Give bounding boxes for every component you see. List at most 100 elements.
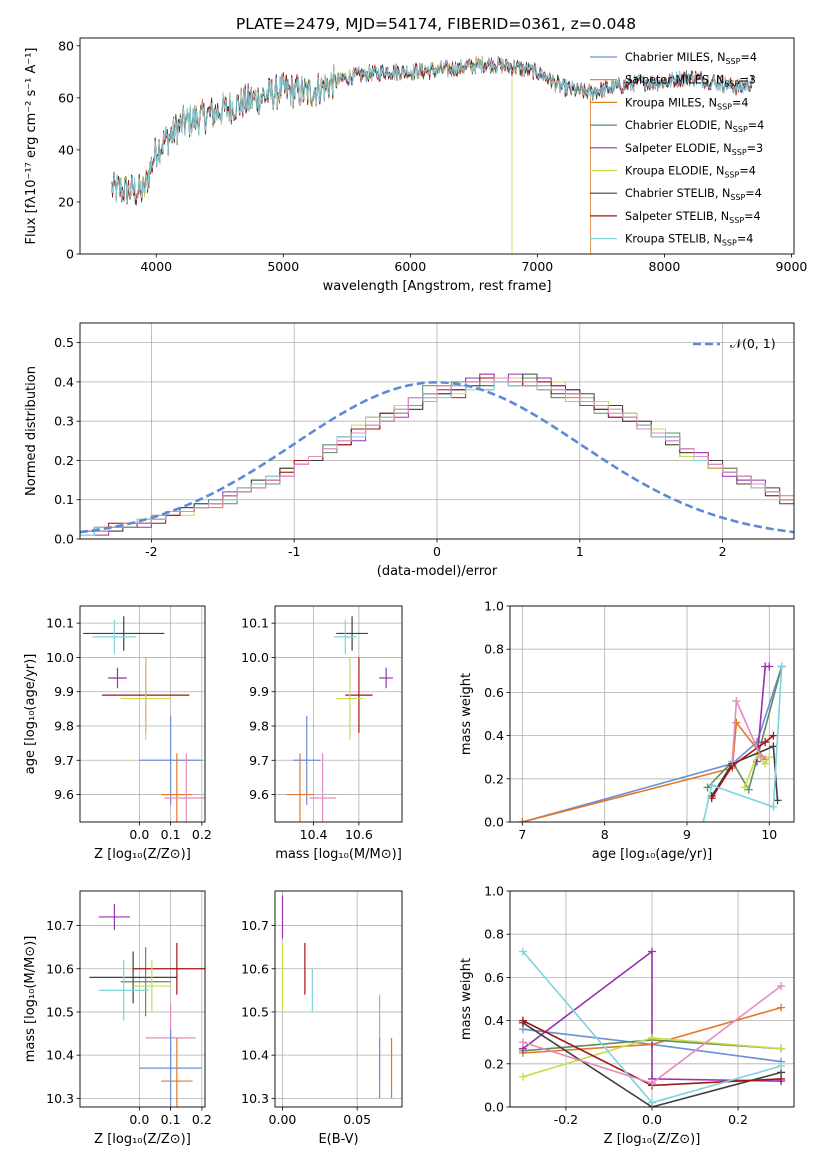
errorbar-point-1 — [89, 951, 177, 1004]
x-axis-label: Z [log₁₀(Z/Z⊙)] — [604, 1132, 701, 1147]
legend-series-name: Kroupa ELODIE — [625, 165, 709, 178]
legend-n-symbol: , N — [714, 210, 729, 223]
legend-equals: = — [748, 119, 757, 132]
weight-vs-age-panel: 7 8 9 10 0.0 0.2 0.4 0.6 0.8 1.0 age [log₁₀(age/yr… — [459, 599, 795, 862]
legend-entry: Salpeter STELIB, NSSP=4 — [625, 210, 761, 225]
legend-subscript: SSP — [725, 57, 740, 66]
weight-marker — [777, 982, 786, 991]
weight-marker — [777, 1074, 786, 1083]
legend-n-value: 4 — [746, 233, 753, 246]
x-tick-label: 0.0 — [642, 1112, 662, 1127]
legend-subscript: SSP — [724, 171, 739, 180]
weight-marker — [765, 753, 774, 762]
x-tick-label: 0.2 — [728, 1112, 748, 1127]
mass-vs-ebv-panel: 0.00 0.05 10.3 10.4 10.5 10.6 10.7 E(B-V) — [241, 890, 403, 1147]
weight-marker — [761, 738, 770, 747]
errorbar-point-7 — [309, 753, 337, 822]
y-tick-label: 10.6 — [241, 961, 269, 976]
legend-equals: = — [744, 210, 753, 223]
y-tick-label: 80 — [58, 38, 74, 53]
errorbar-point-6 — [161, 753, 193, 822]
errorbar-point-2 — [379, 667, 393, 689]
legend-n-value: 4 — [741, 96, 748, 109]
y-tick-label: 10.3 — [46, 1091, 74, 1106]
y-tick-label: 9.7 — [249, 753, 269, 768]
legend-n-symbol: , N — [715, 187, 730, 200]
age-vs-metallicity-panel: 0.0 0.1 0.2 9.6 9.7 9.8 9.9 10.0 10.1 Z [log₁₀(Z/… — [23, 605, 212, 862]
y-axis-label: mass weight — [459, 958, 474, 1040]
y-axis-label: Flux [fλ10⁻¹⁷ erg cm⁻² s⁻¹ A⁻¹] — [24, 48, 39, 245]
y-tick-label: 0.6 — [484, 970, 504, 985]
errorbar-marks — [286, 616, 393, 822]
x-tick-label: 5000 — [267, 259, 299, 274]
weight-marker — [648, 1033, 656, 1042]
y-tick-label: 0 — [66, 247, 74, 262]
weight-marker — [648, 1098, 656, 1107]
spectrum-line-5 — [111, 56, 513, 254]
legend-subscript: SSP — [730, 193, 745, 202]
legend-series-name: Salpeter ELODIE — [625, 142, 716, 155]
axes-frame — [79, 37, 795, 255]
residuals-panel: -2 -1 0 1 2 0.0 0.1 0.2 0.3 0.4 0.5 (data-model)/er… — [24, 322, 795, 579]
weight-line-6 — [711, 734, 774, 799]
legend-subscript: SSP — [724, 80, 739, 89]
y-tick-label: 1.0 — [484, 884, 504, 899]
legend-n-value: 3 — [756, 142, 763, 155]
x-axis-label: E(B-V) — [318, 1132, 358, 1147]
legend-n-symbol: , N — [709, 165, 724, 178]
weight-marker — [740, 783, 749, 792]
y-tick-label: 0.5 — [54, 335, 74, 350]
errorbar-point-4 — [336, 657, 364, 740]
weight-marker — [703, 783, 712, 792]
y-tick-label: 9.7 — [54, 753, 74, 768]
weight-marker — [732, 718, 741, 727]
x-tick-label: 10 — [761, 827, 777, 842]
legend-series-name: Chabrier STELIB — [625, 187, 715, 200]
weight-marker — [648, 947, 656, 956]
weight-marker — [707, 781, 716, 790]
legend-entry: 𝒩(0, 1) — [730, 336, 776, 351]
y-tick-label: 0.4 — [54, 374, 74, 389]
histogram-steps — [80, 373, 794, 539]
errorbar-point-0 — [98, 903, 130, 930]
x-tick-label: 7000 — [521, 259, 553, 274]
legend-n-symbol: , N — [702, 96, 717, 109]
errorbar-point-1 — [92, 619, 137, 654]
x-tick-label: 6000 — [394, 259, 426, 274]
x-tick-label: -0.2 — [554, 1112, 578, 1127]
y-tick-label: 10.7 — [241, 918, 269, 933]
weight-marker — [777, 1003, 786, 1012]
weight-line-1 — [522, 720, 766, 822]
x-tick-label: 10.6 — [345, 827, 373, 842]
legend-equals: = — [740, 51, 749, 64]
y-tick-label: 10.4 — [241, 1048, 269, 1063]
x-tick-label: 8000 — [649, 259, 681, 274]
errorbar-point-4 — [120, 657, 171, 740]
x-tick-label: 2 — [719, 544, 727, 559]
y-tick-label: 10.5 — [46, 1004, 74, 1019]
weight-line-7 — [702, 666, 783, 822]
x-tick-label: 0.2 — [192, 827, 212, 842]
errorbar-point-7 — [164, 753, 205, 822]
errorbar-point-4 — [133, 942, 205, 995]
errorbar-point-6 — [286, 753, 314, 822]
axes-frame — [274, 605, 403, 823]
legend-subscript: SSP — [717, 102, 732, 111]
y-tick-label: 0.2 — [484, 771, 504, 786]
y-tick-label: 9.9 — [54, 684, 74, 699]
legend-series-name: Salpeter STELIB — [625, 210, 714, 223]
y-tick-label: 9.9 — [249, 684, 269, 699]
y-tick-label: 10.3 — [241, 1091, 269, 1106]
y-tick-label: 10.4 — [46, 1048, 74, 1063]
legend-n-symbol: , N — [709, 74, 724, 87]
y-tick-label: 9.8 — [54, 719, 74, 734]
y-tick-label: 0.6 — [484, 685, 504, 700]
weight-marker — [699, 818, 708, 822]
legend-equals: = — [745, 187, 754, 200]
legend-subscript: SSP — [732, 148, 747, 157]
spectrum-panel: 4000 5000 6000 7000 8000 9000 0 20 40 60 80 wavelen… — [24, 37, 807, 294]
legend-equals: = — [732, 96, 741, 109]
y-tick-label: 10.5 — [241, 1004, 269, 1019]
